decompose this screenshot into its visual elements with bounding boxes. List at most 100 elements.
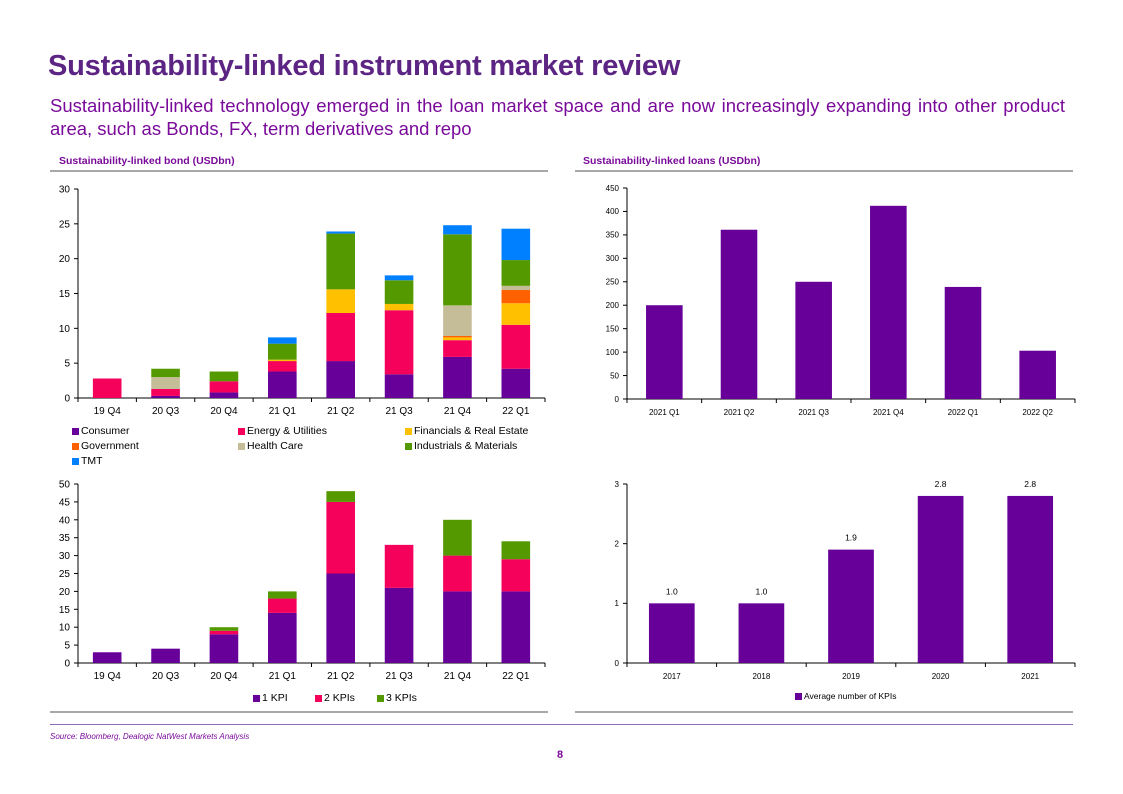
bar-segment (501, 559, 531, 592)
bar-segment (209, 630, 239, 635)
bar-segment (384, 587, 414, 663)
loans-panel-rule (575, 170, 1073, 172)
x-tick-label: 2022 Q2 (1022, 408, 1053, 417)
bar (738, 603, 785, 663)
bar-segment (501, 290, 531, 304)
data-label: 2.8 (1024, 479, 1036, 489)
y-tick-label: 350 (606, 231, 620, 240)
x-tick-label: 21 Q3 (385, 671, 413, 682)
data-label: 2.8 (935, 479, 947, 489)
legend-item: Consumer (72, 425, 129, 437)
legend-swatch (377, 694, 384, 702)
y-tick-label: 1 (615, 599, 620, 608)
bar (646, 305, 683, 399)
bar-segment (443, 337, 472, 341)
y-tick-label: 50 (59, 480, 71, 491)
bar-segment (151, 377, 180, 389)
bar-segment (326, 361, 355, 398)
legend-item: Health Care (238, 440, 303, 452)
legend-swatch (72, 442, 79, 450)
bar-segment (268, 337, 297, 344)
bar-segment (326, 233, 355, 290)
y-tick-label: 20 (59, 587, 71, 598)
y-tick-label: 150 (606, 324, 620, 333)
legend-swatch (795, 692, 802, 700)
legend-item: Government (72, 440, 139, 452)
bar-segment (501, 228, 531, 261)
y-tick-label: 25 (59, 219, 71, 230)
bar-segment (443, 335, 472, 338)
bar-segment (326, 501, 355, 574)
y-tick-label: 5 (64, 641, 70, 652)
x-tick-label: 2021 Q4 (873, 408, 904, 417)
bar (944, 286, 982, 399)
y-tick-label: 0 (64, 394, 70, 405)
x-tick-label: 20 Q4 (210, 671, 238, 682)
x-tick-label: 21 Q3 (385, 406, 413, 417)
bar (720, 229, 758, 399)
y-tick-label: 30 (59, 185, 71, 196)
x-tick-label: 21 Q2 (327, 406, 355, 417)
legend-item: Financials & Real Estate (405, 425, 528, 437)
legend-label: Financials & Real Estate (414, 425, 529, 437)
y-tick-label: 3 (615, 480, 620, 489)
y-tick-label: 250 (606, 278, 620, 287)
bar-segment (384, 310, 414, 375)
x-tick-label: 2019 (842, 672, 860, 681)
source-note: Source: Bloomberg, Dealogic NatWest Mark… (50, 732, 250, 741)
x-tick-label: 21 Q1 (269, 406, 297, 417)
bar-segment (151, 388, 180, 396)
bar-segment (501, 260, 531, 286)
bar-segment (268, 598, 297, 613)
y-tick-label: 30 (59, 551, 71, 562)
bar-segment (268, 359, 297, 362)
bar-segment (326, 289, 355, 314)
legend-label: Energy & Utilities (247, 425, 327, 437)
y-tick-label: 15 (59, 289, 71, 300)
y-tick-label: 10 (59, 324, 71, 335)
y-tick-label: 300 (606, 254, 620, 263)
bar-segment (151, 368, 180, 378)
y-tick-label: 20 (59, 254, 71, 265)
x-tick-label: 21 Q4 (444, 671, 472, 682)
x-tick-label: 2018 (753, 672, 771, 681)
legend-item: 3 KPIs (377, 692, 417, 704)
data-label: 1.0 (755, 586, 767, 596)
legend-label: 3 KPIs (386, 692, 417, 704)
legend-label: Industrials & Materials (414, 440, 518, 452)
bar-segment (268, 591, 297, 599)
x-tick-label: 2021 Q1 (649, 408, 680, 417)
bar-segment (443, 225, 472, 235)
bar-segment (501, 368, 531, 398)
bar-segment (326, 573, 355, 663)
y-tick-label: 40 (59, 515, 71, 526)
bar (1007, 495, 1054, 663)
bar-segment (501, 591, 531, 663)
bar-segment (501, 285, 531, 291)
bond-panel-title: Sustainability-linked bond (USDbn) (59, 155, 235, 167)
bar-segment (326, 231, 355, 234)
y-tick-label: 400 (606, 207, 620, 216)
bar-segment (443, 305, 472, 336)
legend-item: 1 KPI (253, 692, 288, 704)
legend-label: 2 KPIs (324, 692, 355, 704)
bar-segment (443, 356, 472, 398)
bar-segment (384, 374, 414, 398)
x-tick-label: 2021 Q2 (724, 408, 755, 417)
legend-item: Average number of KPIs (795, 691, 896, 701)
x-tick-label: 20 Q3 (152, 671, 180, 682)
legend-label: 1 KPI (262, 692, 288, 704)
legend-item: Industrials & Materials (405, 440, 517, 452)
bar-segment (92, 652, 122, 663)
y-tick-label: 50 (610, 371, 619, 380)
bar (648, 603, 695, 663)
bond-panel-rule (50, 170, 548, 172)
legend-label: Government (81, 440, 139, 452)
bar-segment (326, 313, 355, 362)
bar-segment (209, 392, 239, 398)
y-tick-label: 0 (615, 659, 620, 668)
legend-label: Consumer (81, 425, 130, 437)
legend-item: 2 KPIs (315, 692, 355, 704)
x-tick-label: 22 Q1 (502, 406, 530, 417)
bar-segment (209, 627, 239, 631)
